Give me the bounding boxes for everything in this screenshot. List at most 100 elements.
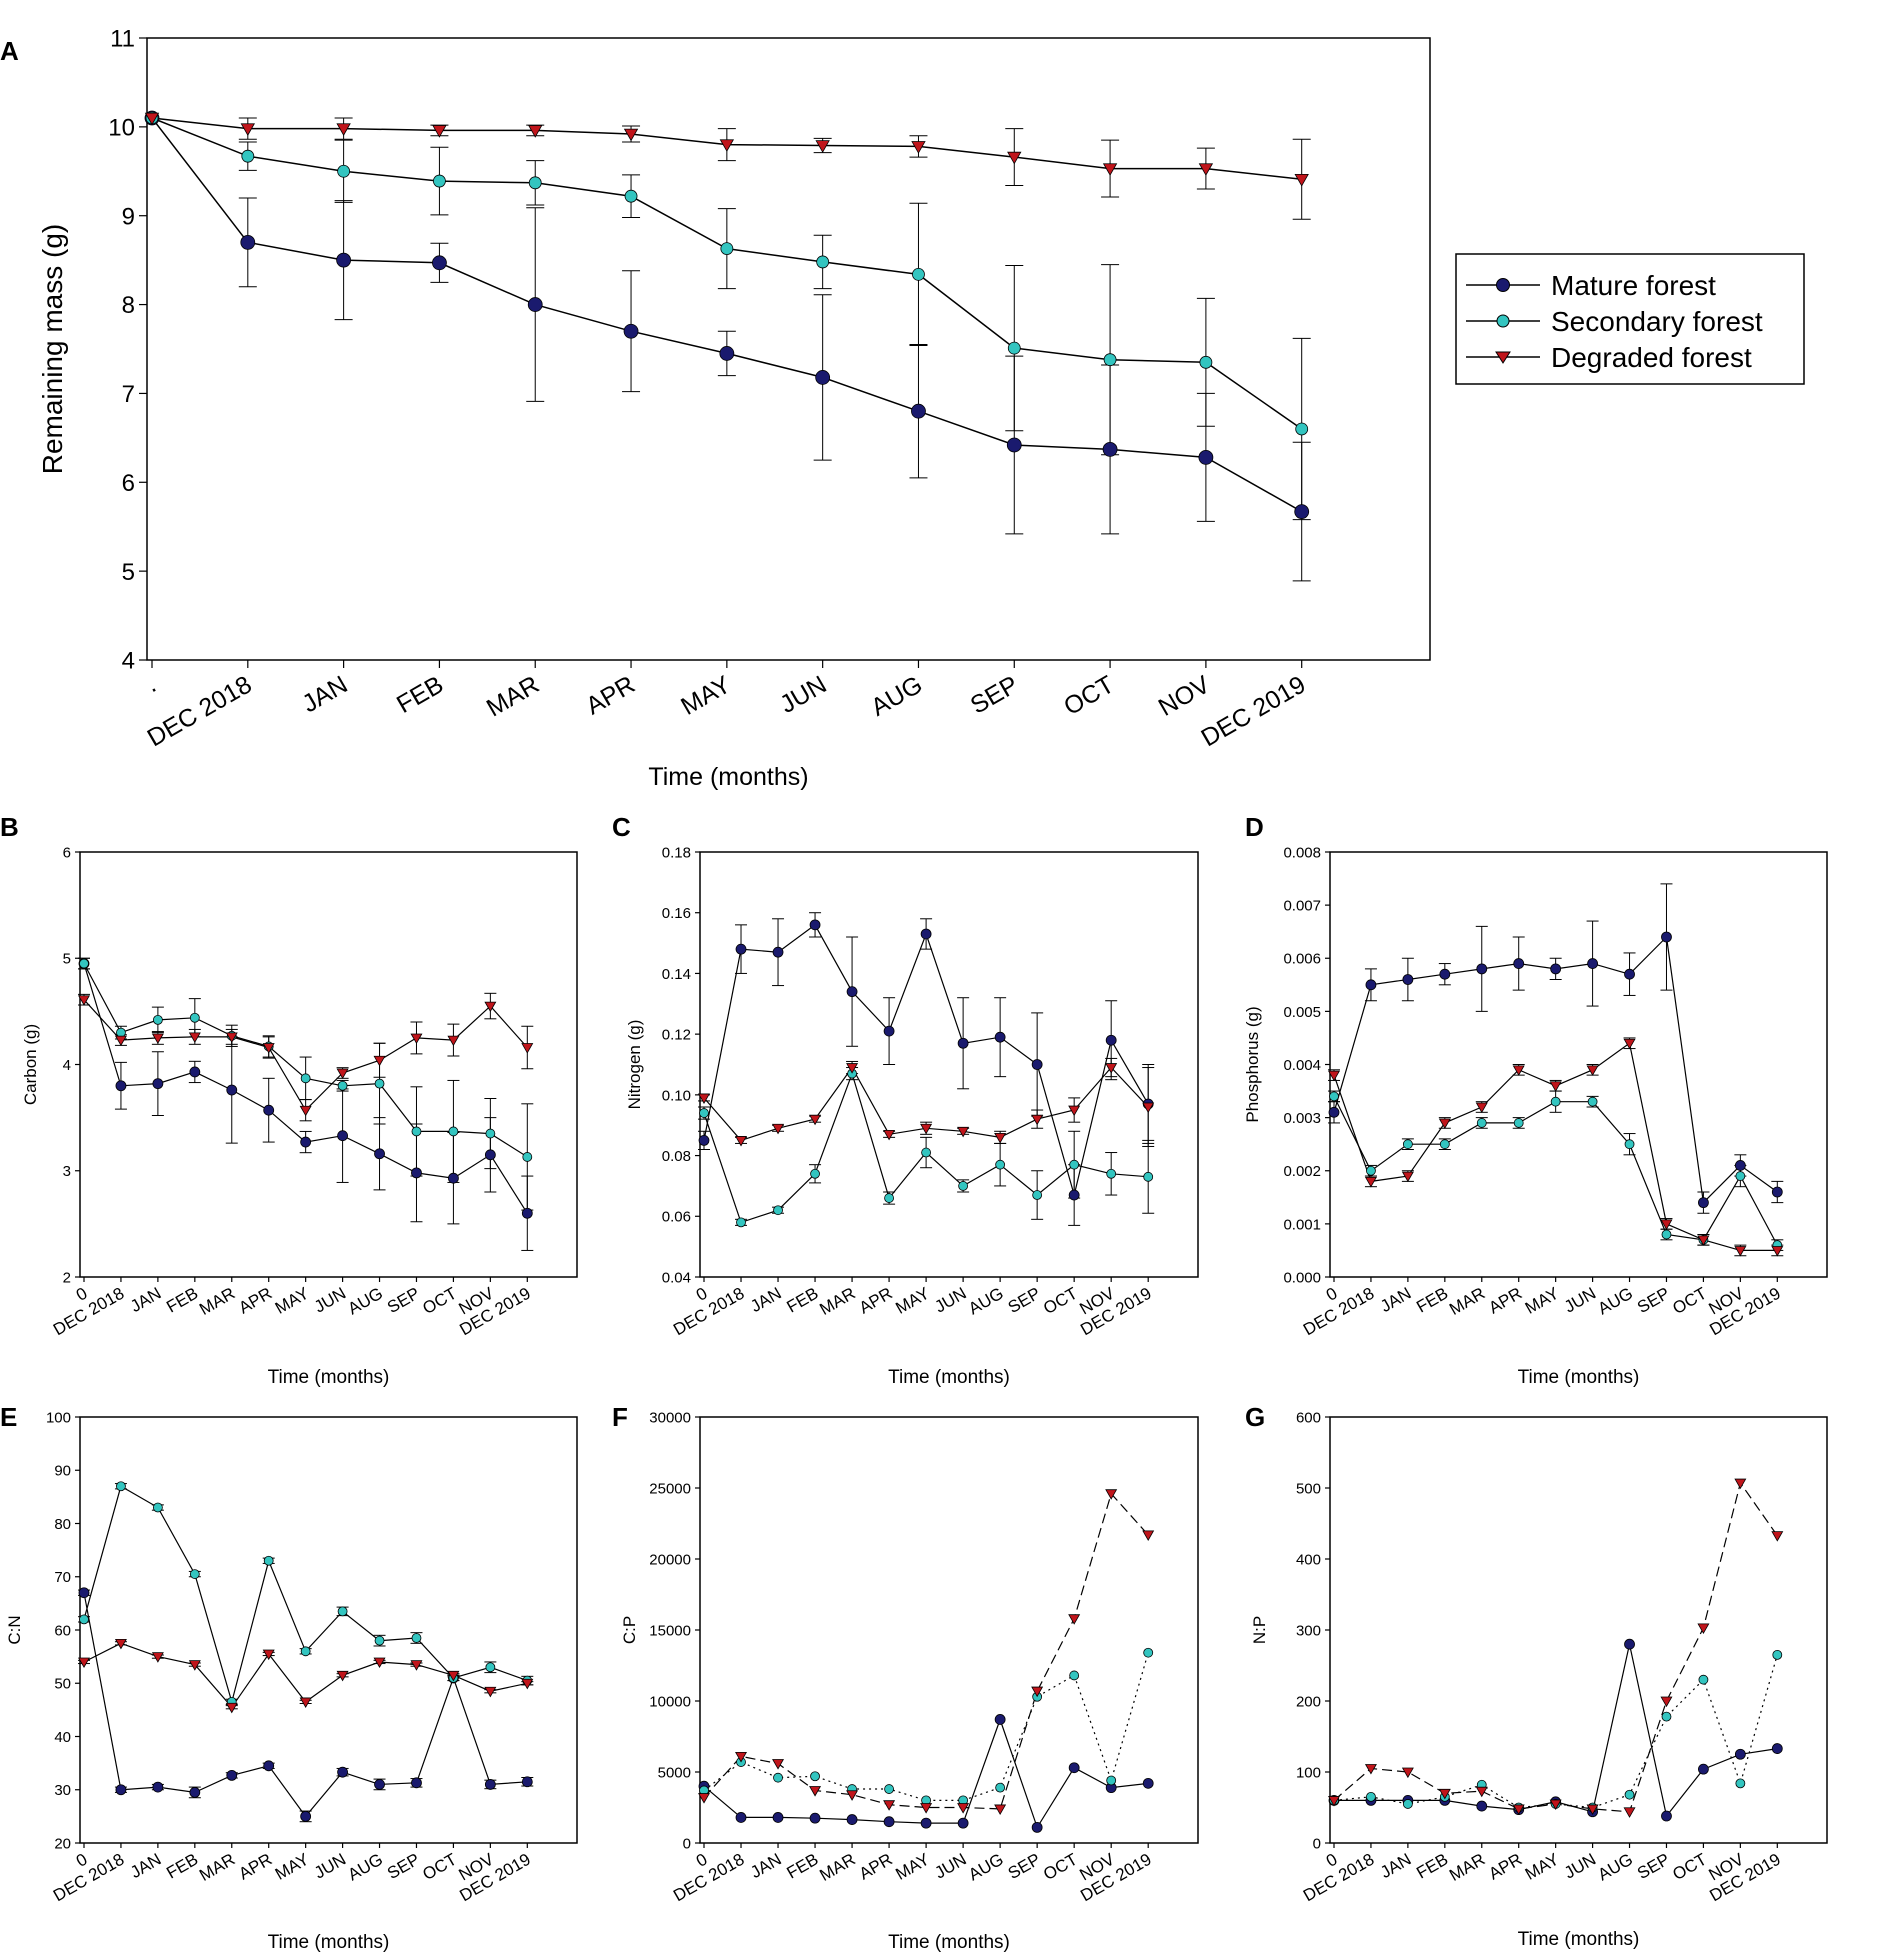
point-secondary bbox=[374, 1635, 385, 1646]
x-tick-label: JAN bbox=[297, 670, 352, 718]
x-tick-label: FEB bbox=[163, 1284, 201, 1317]
x-tick-label: MAY bbox=[892, 1850, 932, 1884]
point-mature bbox=[337, 1130, 348, 1142]
y-tick-label: 0.000 bbox=[1283, 1269, 1321, 1286]
y-tick-label: 0.16 bbox=[662, 905, 691, 922]
point-degraded bbox=[336, 123, 351, 136]
point-mature bbox=[772, 946, 784, 958]
point-secondary bbox=[448, 1126, 459, 1137]
point-mature bbox=[1624, 1638, 1635, 1650]
point-mature bbox=[432, 255, 447, 271]
x-axis-label: Time (months) bbox=[1518, 1929, 1640, 1950]
point-secondary bbox=[1476, 1118, 1487, 1128]
point-degraded bbox=[1771, 1246, 1784, 1257]
x-tick-label: DEC 2018 bbox=[1300, 1284, 1377, 1340]
series-line-mature bbox=[1334, 1644, 1778, 1818]
x-axis-label: Time (months) bbox=[268, 1367, 390, 1388]
point-secondary bbox=[1143, 1171, 1154, 1182]
point-mature bbox=[698, 1134, 710, 1146]
point-degraded bbox=[957, 1803, 970, 1814]
x-axis-label: Time (months) bbox=[888, 1367, 1010, 1388]
point-degraded bbox=[1198, 163, 1214, 176]
x-tick-label: MAY bbox=[892, 1284, 932, 1318]
x-tick-label: APR bbox=[235, 1284, 275, 1318]
x-tick-label: SEP bbox=[1634, 1284, 1673, 1317]
point-mature bbox=[1031, 1821, 1043, 1833]
point-degraded bbox=[484, 1001, 497, 1013]
point-degraded bbox=[1401, 1767, 1414, 1779]
point-mature bbox=[957, 1817, 969, 1829]
point-degraded bbox=[521, 1678, 534, 1690]
series-line-degraded bbox=[703, 1492, 1149, 1810]
y-tick-label: 80 bbox=[54, 1516, 71, 1533]
point-degraded bbox=[883, 1129, 896, 1141]
point-mature bbox=[484, 1779, 496, 1790]
point-degraded bbox=[262, 1043, 275, 1054]
plot-frame bbox=[79, 1416, 578, 1844]
x-tick-label: APR bbox=[856, 1284, 896, 1318]
point-degraded bbox=[846, 1790, 859, 1801]
legend-box bbox=[1455, 253, 1805, 385]
point-mature bbox=[1068, 1762, 1080, 1774]
point-degraded bbox=[772, 1759, 785, 1770]
y-axis-label: Nitrogen (g) bbox=[625, 1020, 644, 1110]
point-degraded bbox=[719, 139, 735, 152]
legend-entry-secondary: Secondary forest bbox=[1466, 306, 1763, 337]
point-degraded bbox=[336, 1068, 349, 1080]
point-secondary bbox=[995, 1159, 1006, 1170]
y-tick-label: 90 bbox=[54, 1463, 71, 1480]
point-secondary bbox=[1069, 1159, 1080, 1170]
point-mature bbox=[1102, 442, 1118, 457]
point-degraded bbox=[698, 1093, 710, 1104]
point-degraded bbox=[1102, 163, 1118, 176]
point-secondary bbox=[1772, 1649, 1783, 1660]
point-secondary bbox=[912, 267, 925, 281]
legend-label-degraded: Degraded forest bbox=[1551, 342, 1752, 373]
point-mature bbox=[411, 1777, 422, 1789]
point-secondary bbox=[485, 1662, 496, 1673]
x-tick-label: SEP bbox=[1634, 1850, 1673, 1883]
point-secondary bbox=[1007, 341, 1021, 355]
x-axis-label: Time (months) bbox=[888, 1932, 1010, 1953]
y-tick-label: 2 bbox=[63, 1269, 71, 1286]
point-secondary bbox=[773, 1772, 783, 1783]
point-mature bbox=[1402, 974, 1414, 985]
y-tick-label: 50 bbox=[54, 1676, 71, 1693]
y-tick-label: 5 bbox=[63, 951, 71, 968]
x-tick-label: MAR bbox=[482, 670, 544, 722]
point-mature bbox=[189, 1066, 201, 1078]
point-degraded bbox=[1294, 174, 1309, 187]
point-degraded bbox=[1142, 1102, 1155, 1114]
x-axis-label: Time (months) bbox=[648, 763, 808, 791]
point-degraded bbox=[1328, 1796, 1340, 1807]
x-tick-label: APR bbox=[856, 1850, 896, 1884]
point-secondary bbox=[374, 1078, 385, 1089]
point-secondary bbox=[433, 174, 446, 188]
point-mature bbox=[115, 1080, 127, 1092]
x-tick-label: DEC 2018 bbox=[1300, 1850, 1377, 1906]
series-line-degraded bbox=[1333, 1042, 1778, 1252]
y-axis-label: Carbon (g) bbox=[21, 1024, 40, 1105]
point-mature bbox=[1476, 963, 1488, 975]
point-mature bbox=[1142, 1777, 1154, 1789]
point-mature bbox=[115, 1784, 127, 1796]
point-degraded bbox=[151, 1033, 164, 1045]
point-mature bbox=[263, 1760, 275, 1772]
x-tick-label: MAR bbox=[816, 1284, 858, 1319]
point-secondary bbox=[773, 1205, 783, 1216]
point-degraded bbox=[1401, 1171, 1414, 1183]
point-degraded bbox=[772, 1123, 785, 1135]
point-secondary bbox=[624, 189, 638, 203]
y-tick-label: 0 bbox=[683, 1835, 691, 1852]
y-tick-label: 0 bbox=[1313, 1835, 1321, 1852]
point-mature bbox=[994, 1031, 1006, 1043]
point-secondary bbox=[884, 1784, 894, 1794]
x-tick-label: . bbox=[141, 670, 161, 698]
point-mature bbox=[1661, 931, 1672, 943]
legend-label-mature: Mature forest bbox=[1551, 270, 1716, 301]
point-secondary bbox=[411, 1126, 422, 1137]
y-tick-label: 5000 bbox=[658, 1764, 691, 1781]
point-secondary bbox=[1698, 1674, 1709, 1685]
